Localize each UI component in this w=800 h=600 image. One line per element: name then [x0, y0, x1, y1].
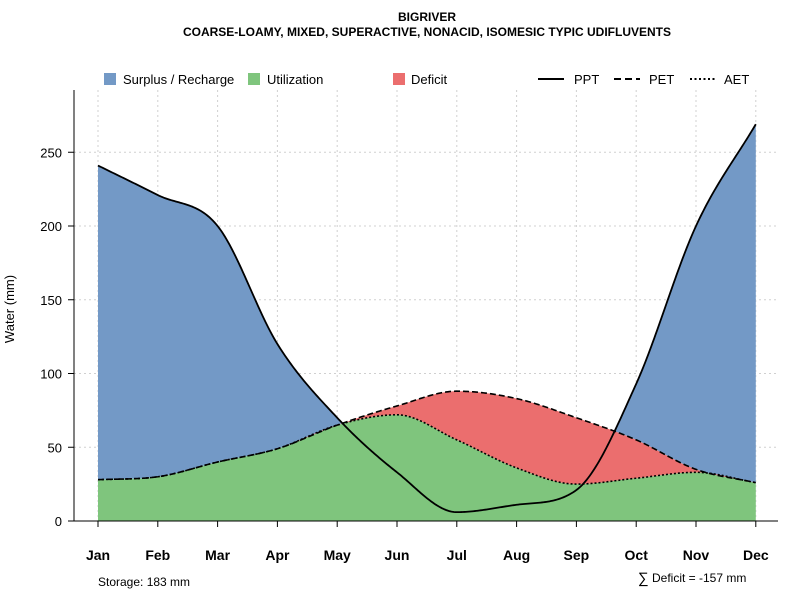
x-tick-label: Dec — [743, 547, 769, 563]
legend-swatch-utilization — [248, 73, 260, 85]
legend-swatch-surplus — [104, 73, 116, 85]
legend-swatch-deficit — [393, 73, 405, 85]
y-tick-label: 150 — [40, 293, 62, 308]
legend-label-deficit: Deficit — [411, 72, 448, 87]
x-tick-label: Feb — [145, 547, 170, 563]
storage-annotation: Storage: 183 mm — [98, 575, 190, 589]
y-tick-label: 0 — [55, 514, 62, 529]
legend: Surplus / Recharge Utilization Deficit P… — [104, 72, 749, 87]
pet-line — [97, 390, 756, 484]
ppt-line — [97, 123, 757, 514]
x-tick-label: Oct — [625, 547, 649, 563]
x-tick-label: Jul — [447, 547, 467, 563]
chart-subtitle: COARSE-LOAMY, MIXED, SUPERACTIVE, NONACI… — [183, 25, 671, 39]
y-axis-label: Water (mm) — [2, 275, 17, 343]
surplus-recharge-area — [98, 124, 756, 483]
aet-line — [97, 413, 756, 485]
deficit-area — [98, 391, 756, 485]
deficit-sum-icon: ∑ — [638, 570, 649, 587]
y-tick-label: 100 — [40, 367, 62, 382]
deficit-annotation: Deficit = -157 mm — [652, 571, 746, 585]
x-tick-label: Aug — [503, 547, 530, 563]
legend-label-surplus: Surplus / Recharge — [123, 72, 234, 87]
legend-label-ppt: PPT — [574, 72, 599, 87]
legend-label-utilization: Utilization — [267, 72, 323, 87]
x-tick-label: May — [324, 547, 351, 563]
utilization-area — [98, 414, 756, 521]
y-tick-label: 50 — [48, 440, 62, 455]
plot-area: 0 50 100 150 200 250 Jan Feb Mar Apr May Jun Jul Aug S… — [40, 90, 778, 563]
y-tick-label: 250 — [40, 145, 62, 160]
legend-label-pet: PET — [649, 72, 674, 87]
x-tick-label: Jan — [86, 547, 110, 563]
x-tick-label: Nov — [683, 547, 710, 563]
chart-title: BIGRIVER — [398, 10, 456, 24]
y-tick-label: 200 — [40, 219, 62, 234]
x-tick-label: Jun — [385, 547, 410, 563]
x-tick-label: Sep — [564, 547, 590, 563]
legend-label-aet: AET — [724, 72, 749, 87]
x-tick-label: Mar — [205, 547, 230, 563]
x-tick-label: Apr — [265, 547, 290, 563]
